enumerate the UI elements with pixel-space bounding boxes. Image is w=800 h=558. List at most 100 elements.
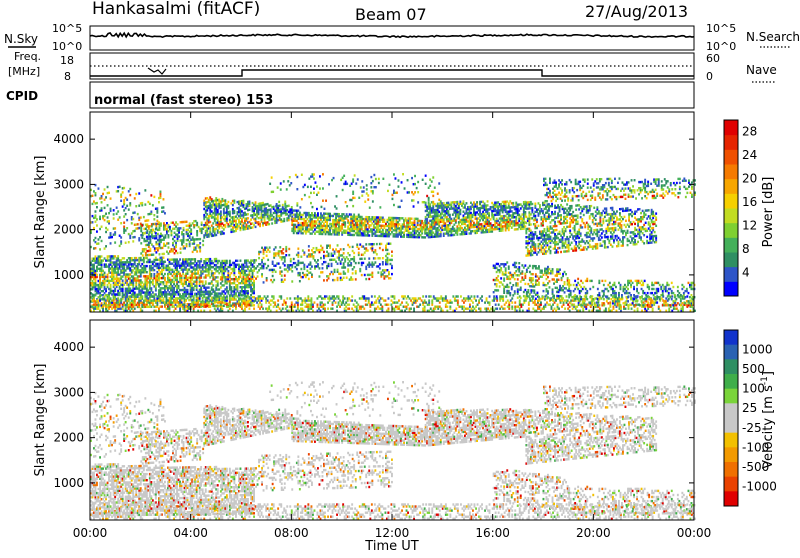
power-cell: [612, 245, 614, 247]
power-cell: [217, 262, 219, 264]
power-cell: [95, 280, 97, 282]
power-cell: [575, 241, 577, 243]
power-cell: [582, 185, 584, 187]
power-cell: [596, 178, 598, 180]
power-cell: [625, 226, 627, 228]
power-cell: [201, 230, 203, 232]
power-cell: [569, 244, 571, 246]
power-cell: [227, 205, 229, 207]
power-cell: [237, 260, 239, 262]
power-cell: [567, 197, 569, 199]
power-cell: [569, 236, 571, 238]
power-cell: [132, 281, 134, 283]
power-cell: [621, 220, 623, 222]
power-cell: [421, 232, 423, 234]
power-cell: [243, 200, 245, 202]
power-cell: [584, 242, 586, 244]
power-cell: [581, 193, 583, 195]
power-cell: [578, 229, 580, 231]
power-cell: [253, 288, 255, 290]
power-cell: [230, 272, 232, 274]
power-cell: [593, 188, 595, 190]
power-cell: [291, 206, 293, 208]
power-cell: [538, 239, 540, 241]
power-cell: [572, 211, 574, 213]
power-cell: [104, 272, 106, 274]
power-cell: [569, 189, 571, 191]
power-cell: [203, 236, 205, 238]
power-cell: [308, 212, 310, 214]
power-cell: [534, 231, 536, 233]
power-cell: [202, 272, 204, 274]
power-cell: [146, 271, 148, 273]
power-cell: [574, 229, 576, 231]
power-cell: [523, 217, 525, 219]
power-cell: [534, 243, 536, 245]
power-cell: [559, 206, 561, 208]
power-cell: [651, 231, 653, 233]
power-cell: [449, 214, 451, 216]
power-cell: [149, 259, 151, 261]
power-cell: [643, 216, 645, 218]
power-cell: [557, 217, 559, 219]
power-cell: [117, 269, 119, 271]
power-cell: [557, 198, 559, 200]
power-cell: [102, 259, 104, 261]
nave-tick-top: 60: [706, 52, 720, 65]
power-cell: [640, 220, 642, 222]
power-cell: [317, 214, 319, 216]
power-cell: [593, 237, 595, 239]
power-cell: [627, 244, 629, 246]
power-cell: [279, 205, 281, 207]
power-cell: [602, 230, 604, 232]
power-cell: [196, 250, 198, 252]
nsky-panel: [90, 26, 694, 50]
power-cell: [316, 222, 318, 224]
power-cell: [224, 224, 226, 226]
power-cell: [358, 214, 360, 216]
power-cell: [383, 219, 385, 221]
power-cell: [249, 205, 251, 207]
power-cell: [253, 270, 255, 272]
power-cell: [559, 247, 561, 249]
power-cell: [447, 210, 449, 212]
power-cell: [208, 286, 210, 288]
power-cell: [209, 227, 211, 229]
power-cell: [472, 216, 474, 218]
power-cell: [168, 234, 170, 236]
power-cell: [577, 214, 579, 216]
power-cell: [556, 229, 558, 231]
power-cell: [217, 276, 219, 278]
power-cell: [578, 199, 580, 201]
power-cell: [174, 236, 176, 238]
power-cell: [640, 236, 642, 238]
power-cell: [562, 238, 564, 240]
power-cell: [590, 205, 592, 207]
power-cell: [155, 225, 157, 227]
power-cell: [227, 270, 229, 272]
power-cell: [168, 230, 170, 232]
power-cell: [146, 230, 148, 232]
station-title: Hankasalmi (fitACF): [92, 0, 260, 19]
power-cell: [577, 223, 579, 225]
power-cell: [612, 235, 614, 237]
power-cell: [464, 204, 466, 206]
power-cell: [233, 210, 235, 212]
power-cell: [605, 182, 607, 184]
power-cell: [618, 229, 620, 231]
power-cell: [583, 214, 585, 216]
nave-trace: [90, 70, 694, 76]
power-cell: [557, 251, 559, 253]
power-cell: [229, 213, 231, 215]
power-cell: [440, 231, 442, 233]
power-cell: [590, 199, 592, 201]
power-cell: [258, 213, 260, 215]
power-cell: [476, 201, 478, 203]
power-cell: [178, 235, 180, 237]
power-cell: [646, 236, 648, 238]
power-cell: [205, 280, 207, 282]
power-cell: [612, 207, 614, 209]
power-cell: [153, 269, 155, 271]
power-cell: [470, 208, 472, 210]
power-cell: [599, 180, 601, 182]
